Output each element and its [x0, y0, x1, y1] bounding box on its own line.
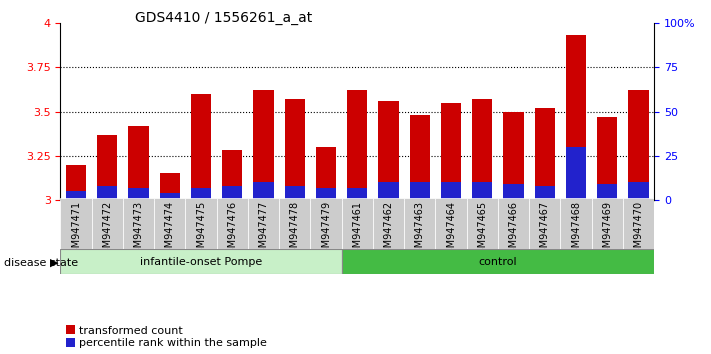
Bar: [284, 99, 305, 200]
Bar: [191, 188, 211, 200]
Bar: [253, 182, 274, 200]
Bar: [560, 198, 592, 250]
Bar: [154, 198, 186, 250]
Text: GSM947471: GSM947471: [71, 201, 81, 260]
Bar: [597, 117, 617, 200]
Bar: [629, 182, 648, 200]
Text: GSM947466: GSM947466: [508, 201, 518, 260]
Bar: [566, 147, 586, 200]
Bar: [342, 198, 373, 250]
Bar: [311, 198, 342, 250]
Text: GSM947468: GSM947468: [571, 201, 581, 260]
Bar: [66, 191, 86, 200]
Bar: [316, 188, 336, 200]
Legend: transformed count, percentile rank within the sample: transformed count, percentile rank withi…: [66, 325, 267, 348]
Text: GSM947478: GSM947478: [290, 201, 300, 260]
Bar: [342, 249, 654, 274]
Bar: [592, 198, 623, 250]
Text: GSM947465: GSM947465: [477, 201, 487, 260]
Bar: [222, 150, 242, 200]
Bar: [404, 198, 435, 250]
Bar: [217, 198, 248, 250]
Text: GSM947475: GSM947475: [196, 201, 206, 260]
Bar: [466, 198, 498, 250]
Text: GSM947464: GSM947464: [446, 201, 456, 260]
Text: GSM947469: GSM947469: [602, 201, 612, 260]
Bar: [503, 184, 524, 200]
Bar: [566, 35, 586, 200]
Bar: [316, 147, 336, 200]
Bar: [92, 198, 123, 250]
Text: GSM947473: GSM947473: [134, 201, 144, 260]
Bar: [66, 165, 86, 200]
Text: GSM947467: GSM947467: [540, 201, 550, 260]
Text: GSM947463: GSM947463: [415, 201, 424, 260]
Bar: [279, 198, 311, 250]
Text: GSM947474: GSM947474: [165, 201, 175, 260]
Bar: [97, 186, 117, 200]
Text: GSM947472: GSM947472: [102, 201, 112, 260]
Text: GSM947476: GSM947476: [228, 201, 237, 260]
Bar: [472, 99, 493, 200]
Bar: [441, 103, 461, 200]
Bar: [347, 188, 368, 200]
Bar: [160, 173, 180, 200]
Bar: [629, 90, 648, 200]
Bar: [472, 182, 493, 200]
Text: GDS4410 / 1556261_a_at: GDS4410 / 1556261_a_at: [135, 11, 312, 25]
Bar: [498, 198, 529, 250]
Bar: [97, 135, 117, 200]
Bar: [123, 198, 154, 250]
Bar: [373, 198, 404, 250]
Text: infantile-onset Pompe: infantile-onset Pompe: [140, 257, 262, 267]
Bar: [410, 115, 430, 200]
Text: GSM947462: GSM947462: [383, 201, 393, 260]
Bar: [186, 198, 217, 250]
Bar: [191, 94, 211, 200]
Bar: [222, 186, 242, 200]
Bar: [378, 182, 399, 200]
Bar: [535, 186, 555, 200]
Text: ▶: ▶: [50, 258, 58, 268]
Bar: [623, 198, 654, 250]
Bar: [129, 188, 149, 200]
Bar: [253, 90, 274, 200]
Bar: [160, 193, 180, 200]
Text: disease state: disease state: [4, 258, 77, 268]
Bar: [378, 101, 399, 200]
Bar: [129, 126, 149, 200]
Bar: [410, 182, 430, 200]
Text: control: control: [479, 257, 517, 267]
Bar: [435, 198, 466, 250]
Bar: [347, 90, 368, 200]
Bar: [503, 112, 524, 200]
Bar: [535, 108, 555, 200]
Bar: [597, 184, 617, 200]
Bar: [248, 198, 279, 250]
Text: GSM947461: GSM947461: [352, 201, 363, 260]
Bar: [60, 249, 342, 274]
Bar: [60, 198, 92, 250]
Text: GSM947477: GSM947477: [259, 201, 269, 260]
Bar: [529, 198, 560, 250]
Text: GSM947479: GSM947479: [321, 201, 331, 260]
Bar: [441, 182, 461, 200]
Text: GSM947470: GSM947470: [634, 201, 643, 260]
Bar: [284, 186, 305, 200]
